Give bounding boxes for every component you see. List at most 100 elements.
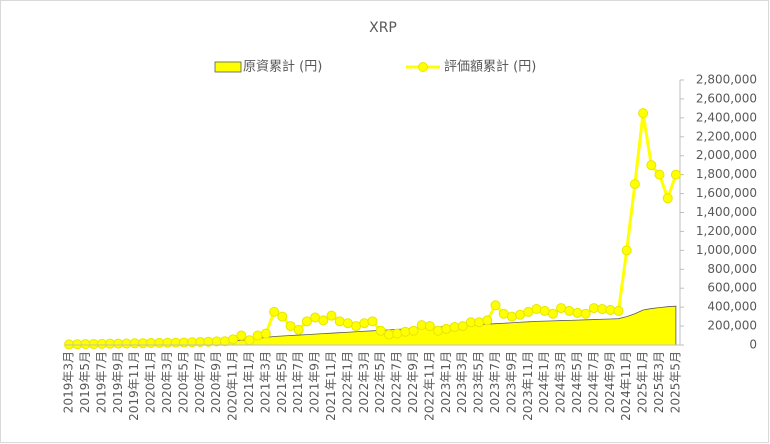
x-tick-label: 2023年7月 xyxy=(488,351,502,413)
marker xyxy=(359,318,370,329)
marker xyxy=(482,315,493,326)
x-tick-label: 2022年7月 xyxy=(390,351,404,413)
x-tick-label: 2020年1月 xyxy=(144,351,158,413)
y-tick-label: 1,600,000 xyxy=(696,186,757,200)
marker xyxy=(490,300,501,311)
marker xyxy=(441,323,452,334)
x-tick-label: 2020年5月 xyxy=(176,351,190,413)
y-tick-label: 200,000 xyxy=(707,319,757,333)
marker xyxy=(318,315,329,326)
marker xyxy=(400,326,411,337)
marker xyxy=(433,325,444,336)
x-tick-label: 2024年11月 xyxy=(619,351,633,421)
marker xyxy=(580,308,591,319)
marker xyxy=(375,325,386,336)
y-tick-label: 0 xyxy=(749,338,757,352)
marker xyxy=(146,338,157,349)
marker xyxy=(252,330,263,341)
x-tick-label: 2019年5月 xyxy=(78,351,92,413)
marker xyxy=(178,337,189,348)
y-tick-label: 400,000 xyxy=(707,300,757,314)
x-tick-label: 2019年7月 xyxy=(94,351,108,413)
x-tick-label: 2022年11月 xyxy=(422,351,436,421)
marker xyxy=(408,325,419,336)
x-tick-label: 2024年3月 xyxy=(554,351,568,413)
marker xyxy=(515,309,526,320)
x-tick-label: 2022年5月 xyxy=(373,351,387,413)
x-tick-label: 2020年9月 xyxy=(209,351,223,413)
marker xyxy=(457,321,468,332)
marker xyxy=(105,338,116,349)
x-tick-label: 2023年1月 xyxy=(439,351,453,413)
x-tick-label: 2023年9月 xyxy=(504,351,518,413)
y-tick-label: 1,200,000 xyxy=(696,224,757,238)
x-tick-label: 2021年5月 xyxy=(275,351,289,413)
marker xyxy=(301,316,312,327)
x-tick-label: 2024年5月 xyxy=(570,351,584,413)
marker xyxy=(465,317,476,328)
x-tick-label: 2023年5月 xyxy=(472,351,486,413)
marker xyxy=(170,337,181,348)
marker xyxy=(129,338,140,349)
y-tick-label: 2,600,000 xyxy=(696,91,757,105)
marker xyxy=(236,330,247,341)
marker xyxy=(646,160,657,171)
marker xyxy=(162,337,173,348)
marker xyxy=(121,338,132,349)
marker xyxy=(96,338,107,349)
marker xyxy=(260,328,271,339)
marker xyxy=(80,339,91,350)
marker xyxy=(547,308,558,319)
marker xyxy=(498,308,509,319)
marker xyxy=(597,304,608,315)
x-tick-label: 2024年7月 xyxy=(586,351,600,413)
legend-label: 評価額累計 (円) xyxy=(444,59,536,75)
x-tick-label: 2021年7月 xyxy=(291,351,305,413)
marker xyxy=(638,108,649,119)
marker xyxy=(334,316,345,327)
x-tick-label: 2023年11月 xyxy=(521,351,535,421)
marker xyxy=(383,329,394,340)
marker xyxy=(342,318,353,329)
marker xyxy=(416,320,427,331)
marker xyxy=(351,321,362,332)
marker xyxy=(219,336,230,347)
x-tick-label: 2021年9月 xyxy=(308,351,322,413)
marker xyxy=(72,339,83,350)
marker xyxy=(539,305,550,316)
legend-marker xyxy=(418,62,428,72)
x-tick-label: 2021年3月 xyxy=(258,351,272,413)
x-tick-label: 2025年5月 xyxy=(668,351,682,413)
y-tick-label: 1,400,000 xyxy=(696,205,757,219)
x-tick-label: 2019年9月 xyxy=(111,351,125,413)
x-tick-label: 2019年3月 xyxy=(62,351,76,413)
marker xyxy=(662,193,673,204)
x-tick-label: 2024年9月 xyxy=(603,351,617,413)
y-tick-label: 600,000 xyxy=(707,281,757,295)
x-tick-label: 2020年7月 xyxy=(193,351,207,413)
x-tick-label: 2025年1月 xyxy=(636,351,650,413)
marker xyxy=(449,322,460,333)
marker xyxy=(506,311,517,322)
marker xyxy=(588,303,599,314)
x-tick-label: 2022年1月 xyxy=(340,351,354,413)
marker xyxy=(392,328,403,339)
marker xyxy=(605,304,616,315)
legend-swatch xyxy=(214,61,242,73)
y-tick-label: 1,800,000 xyxy=(696,167,757,181)
marker xyxy=(137,338,148,349)
x-tick-label: 2022年9月 xyxy=(406,351,420,413)
x-tick-label: 2023年3月 xyxy=(455,351,469,413)
marker xyxy=(621,245,632,256)
marker xyxy=(670,169,681,180)
marker xyxy=(564,305,575,316)
marker xyxy=(556,303,567,314)
y-tick-label: 2,200,000 xyxy=(696,129,757,143)
y-tick-label: 2,800,000 xyxy=(696,73,757,87)
marker xyxy=(629,179,640,190)
marker xyxy=(572,307,583,318)
x-tick-label: 2022年3月 xyxy=(357,351,371,413)
marker xyxy=(613,305,624,316)
